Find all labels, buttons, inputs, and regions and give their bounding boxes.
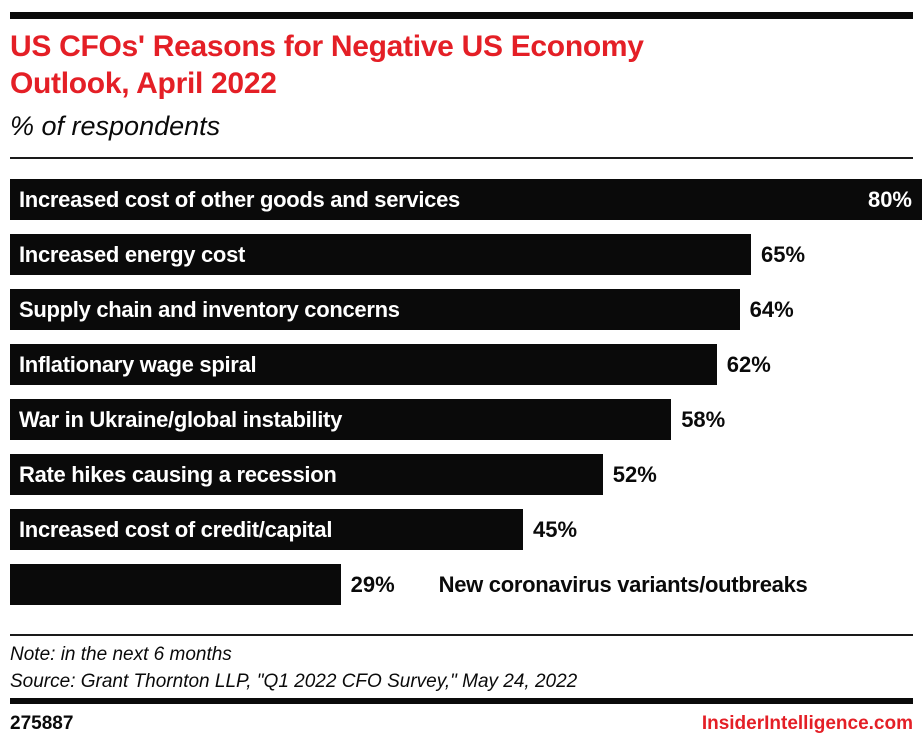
bar-value-outside: 64% — [749, 296, 794, 322]
footer-divider-thick — [10, 698, 913, 704]
bar-value-outside: 52% — [612, 461, 657, 487]
bar-label-inside: War in Ukraine/global instability — [19, 406, 343, 432]
bar-row: Supply chain and inventory concerns 64% — [10, 289, 922, 330]
bar: Inflationary wage spiral — [10, 344, 717, 385]
bar: War in Ukraine/global instability — [10, 399, 672, 440]
bar-row: Increased cost of credit/capital 45% — [10, 509, 922, 550]
bar-row: 29% New coronavirus variants/outbreaks — [10, 564, 922, 605]
bar-row: Inflationary wage spiral 62% — [10, 344, 922, 385]
bar-value-outside: 29% — [350, 571, 395, 597]
footer: 275887 InsiderIntelligence.com — [10, 713, 913, 735]
footer-divider-thin — [10, 634, 913, 636]
bar-label-inside: Increased cost of other goods and servic… — [19, 186, 460, 212]
bar-label-inside: Increased cost of credit/capital — [19, 516, 333, 542]
bar-row: Rate hikes causing a recession 52% — [10, 454, 922, 495]
bar: Supply chain and inventory concerns — [10, 289, 740, 330]
chart-subtitle: % of respondents — [10, 111, 221, 141]
note-line: Note: in the next 6 months — [10, 644, 232, 665]
bar-label-inside: Inflationary wage spiral — [19, 351, 257, 377]
bar-row: Increased cost of other goods and servic… — [10, 179, 922, 220]
bar: Increased cost of other goods and servic… — [10, 179, 922, 220]
chart-page: US CFOs' Reasons for Negative US Economy… — [0, 12, 922, 735]
page-title: US CFOs' Reasons for Negative US Economy… — [10, 30, 644, 100]
bar — [10, 564, 341, 605]
bar: Rate hikes causing a recession — [10, 454, 603, 495]
bar-value-outside: 45% — [533, 516, 578, 542]
bar-row: Increased energy cost 65% — [10, 234, 922, 275]
chart-notes: Note: in the next 6 months Source: Grant… — [10, 641, 922, 695]
bar: Increased cost of credit/capital — [10, 509, 523, 550]
site-link[interactable]: InsiderIntelligence.com — [701, 713, 913, 734]
bar-value-outside: 65% — [761, 241, 806, 267]
bar-value-inside: 80% — [867, 186, 912, 212]
bar-value-outside: 58% — [681, 406, 726, 432]
bar: Increased energy cost — [10, 234, 751, 275]
chart-id: 275887 — [10, 713, 74, 734]
bar-label-inside: Increased energy cost — [19, 241, 246, 267]
bar-label-inside: Rate hikes causing a recession — [19, 461, 337, 487]
bar-label-outside: New coronavirus variants/outbreaks — [438, 571, 808, 597]
bar-row: War in Ukraine/global instability 58% — [10, 399, 922, 440]
source-line: Source: Grant Thornton LLP, "Q1 2022 CFO… — [10, 671, 578, 692]
header-divider — [10, 157, 913, 159]
top-rule — [10, 12, 913, 19]
bar-chart: Increased cost of other goods and servic… — [10, 179, 922, 605]
bar-label-inside: Supply chain and inventory concerns — [19, 296, 400, 322]
bar-value-outside: 62% — [726, 351, 771, 377]
